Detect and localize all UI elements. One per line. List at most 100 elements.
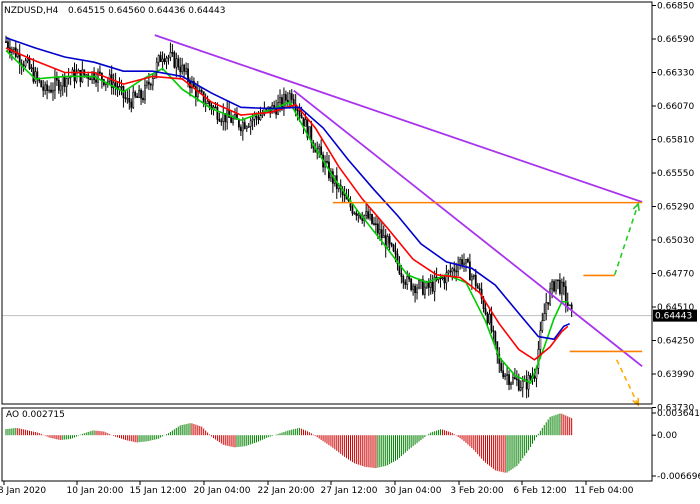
time-tick-label: 11 Feb 04:00 [574, 486, 633, 496]
candle-body [239, 126, 242, 132]
ao-tick-label: -0.006696 [657, 472, 700, 482]
candle-body [378, 229, 381, 234]
candle-body [261, 113, 264, 116]
ao-title: AO 0.002715 [6, 410, 65, 420]
candle-body [130, 101, 133, 108]
time-tick-label: 15 Jan 12:00 [130, 486, 187, 496]
main-plot [2, 34, 652, 407]
candle-body [549, 288, 552, 305]
candle-body [478, 287, 481, 290]
candle-body [447, 270, 450, 274]
candle-body [394, 250, 397, 255]
candle-body [514, 377, 516, 380]
ao-frame [1, 407, 653, 482]
candle-body [12, 47, 15, 50]
candle-body [283, 94, 285, 108]
candle-body [226, 109, 229, 123]
candle-body [525, 379, 528, 390]
candle-body [515, 378, 518, 381]
candle-body [429, 282, 432, 288]
candle-body [222, 112, 225, 122]
candle-body [343, 194, 346, 196]
candle-body [200, 90, 203, 93]
candle-body [73, 69, 76, 82]
price-tick-label: 0.63730 [657, 404, 694, 414]
candle-body [99, 71, 101, 74]
price-tick-label: 0.66590 [657, 35, 694, 45]
candle-body [132, 91, 135, 108]
candle-body [459, 259, 461, 266]
candle-body [257, 117, 260, 121]
candle-body [40, 80, 43, 88]
candle-body [320, 146, 323, 156]
candle-body [380, 229, 383, 239]
candle-body [112, 82, 115, 89]
candle-body [510, 382, 512, 385]
candle-body [388, 236, 391, 244]
candle-body [251, 118, 254, 122]
candle-body [357, 213, 360, 216]
candle-body [414, 285, 416, 294]
candle-body [124, 97, 127, 99]
candle-body [441, 277, 444, 280]
ao-plot [5, 413, 573, 473]
candle-body [26, 58, 29, 62]
candle-body [216, 107, 219, 120]
candle-body [149, 83, 152, 86]
candle-body [202, 91, 205, 104]
candle-body [431, 282, 434, 292]
ao-tick-label: 0.003641 [657, 409, 700, 419]
candle-body [146, 81, 148, 86]
candle-body [126, 97, 129, 100]
candle-body [416, 287, 418, 294]
candle-body [114, 82, 117, 87]
time-tick-label: 27 Jan 12:00 [321, 486, 378, 496]
candle-body [551, 281, 553, 290]
candle-body [557, 279, 559, 282]
candle-body [496, 341, 499, 355]
candle-body [187, 68, 189, 82]
candle-body [34, 71, 37, 82]
candle-body [232, 118, 234, 123]
candle-body [486, 313, 489, 324]
candle-body [218, 119, 221, 122]
chart-header-ohlc: 0.64515 0.64560 0.64436 0.64443 [68, 6, 225, 16]
candle-body [120, 85, 123, 88]
candle-body [422, 279, 424, 295]
candle-body [443, 277, 446, 284]
candle-body [128, 97, 131, 103]
candle-body [67, 76, 70, 79]
candle-body [140, 89, 142, 99]
candle-body [533, 376, 536, 379]
candle-body [110, 74, 113, 89]
main-frame [1, 1, 653, 405]
candle-body [46, 84, 49, 91]
forecast-arrow-head [632, 202, 640, 211]
candle-body [468, 261, 471, 281]
trend-line [293, 89, 643, 367]
candle-body [560, 281, 563, 294]
candle-body [167, 56, 170, 59]
candle-body [304, 119, 307, 127]
price-tick-label: 0.65030 [657, 236, 694, 246]
candle-body [390, 243, 393, 246]
candle-body [288, 93, 291, 103]
candle-body [461, 259, 463, 265]
candle-body [155, 61, 158, 74]
candle-body [177, 58, 180, 68]
candle-body [249, 120, 252, 127]
candle-body [521, 380, 524, 388]
candle-body [42, 86, 45, 91]
candle-body [412, 285, 415, 290]
candle-body [284, 94, 287, 101]
price-tick-label: 0.65290 [657, 203, 694, 213]
candle-body [457, 264, 460, 273]
forecast-arrow-head [632, 397, 640, 407]
candle-body [24, 60, 27, 67]
candle-body [296, 109, 299, 112]
candle-body [241, 122, 244, 132]
candle-body [7, 41, 9, 49]
candle-body [292, 99, 295, 105]
candle-body [106, 80, 109, 83]
